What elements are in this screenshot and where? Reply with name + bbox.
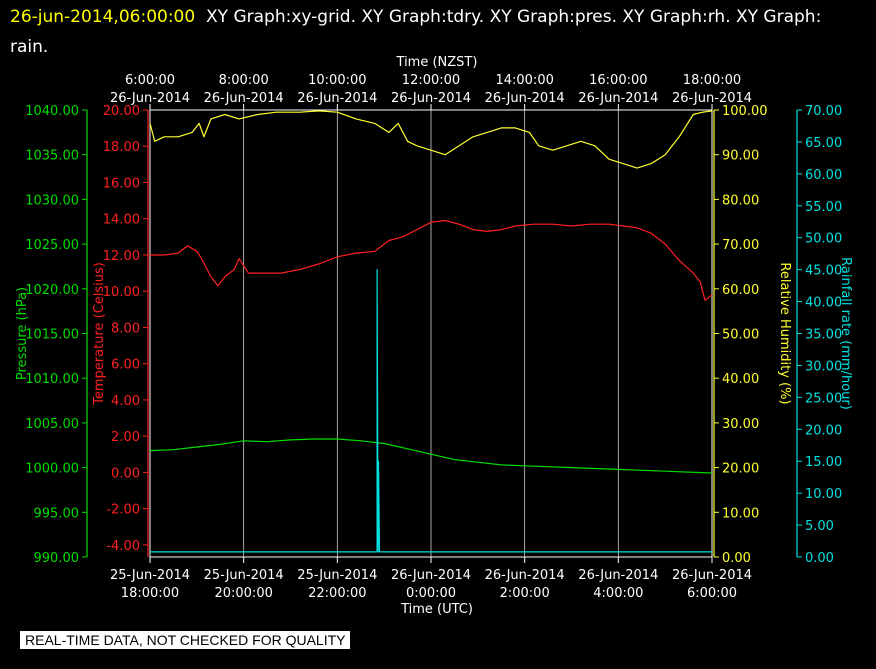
temperature-tick-label: -4.00 [106, 539, 140, 554]
rain-tick-label: 70.00 [805, 104, 842, 119]
rain-tick-label: 55.00 [805, 200, 842, 215]
bottom-axis-tick-time: 4:00:00 [593, 586, 643, 601]
top-axis-tick-date: 26-Jun-2014 [110, 91, 190, 106]
qc-notice: REAL-TIME DATA, NOT CHECKED FOR QUALITY [20, 631, 351, 649]
pressure-tick-label: 990.00 [34, 551, 80, 566]
pressure-tick-label: 1030.00 [25, 193, 79, 208]
top-axis-label: Time (NZST) [396, 55, 478, 70]
top-axis-tick-date: 26-Jun-2014 [391, 91, 471, 106]
top-axis-tick-time: 6:00:00 [125, 73, 175, 88]
series-line-rain [150, 269, 712, 553]
humidity-tick-label: 30.00 [722, 417, 759, 432]
humidity-tick-label: 50.00 [722, 328, 759, 343]
bottom-axis-tick-time: 2:00:00 [500, 586, 550, 601]
graph-header: 26-jun-2014,06:00:00 XY Graph:xy-grid. X… [10, 2, 860, 62]
rain-tick-label: 20.00 [805, 423, 842, 438]
humidity-tick-label: 0.00 [722, 551, 751, 566]
pressure-tick-label: 1040.00 [25, 104, 79, 119]
temperature-tick-label: 2.00 [111, 430, 140, 445]
bottom-axis-tick-time: 22:00:00 [308, 586, 366, 601]
humidity-axis-label: Relative Humidity (%) [777, 262, 792, 404]
top-axis-tick-date: 26-Jun-2014 [578, 91, 658, 106]
rain-axis-label: Rainfall rate (mm/hour) [838, 257, 853, 410]
temperature-tick-label: 6.00 [111, 358, 140, 373]
rain-tick-label: 50.00 [805, 232, 842, 247]
temperature-tick-label: -2.00 [106, 503, 140, 518]
bottom-axis-tick-time: 18:00:00 [121, 586, 179, 601]
temperature-axis-label: Temperature (Celsius) [92, 262, 107, 406]
top-axis-tick-date: 26-Jun-2014 [485, 91, 565, 106]
humidity-tick-label: 70.00 [722, 238, 759, 253]
series-line-rh [149, 110, 713, 169]
humidity-tick-label: 100.00 [722, 104, 768, 119]
rain-tick-label: 60.00 [805, 168, 842, 183]
temperature-tick-label: 0.00 [111, 466, 140, 481]
rain-tick-label: 5.00 [805, 519, 834, 534]
bottom-axis-tick-date: 25-Jun-2014 [110, 568, 190, 583]
humidity-tick-label: 40.00 [722, 372, 759, 387]
bottom-axis-tick-date: 26-Jun-2014 [485, 568, 565, 583]
top-axis-tick-date: 26-Jun-2014 [672, 91, 752, 106]
temperature-tick-label: 8.00 [111, 321, 140, 336]
pressure-tick-label: 995.00 [34, 506, 80, 521]
header-timestamp: 26-jun-2014,06:00:00 [10, 7, 196, 27]
top-axis-tick-time: 10:00:00 [308, 73, 366, 88]
pressure-tick-label: 1000.00 [25, 462, 79, 477]
bottom-axis-label: Time (UTC) [400, 602, 473, 617]
bottom-axis-tick-time: 0:00:00 [406, 586, 456, 601]
temperature-tick-label: 14.00 [103, 213, 140, 228]
top-axis-tick-time: 14:00:00 [495, 73, 553, 88]
top-axis-tick-time: 12:00:00 [402, 73, 460, 88]
humidity-tick-label: 10.00 [722, 506, 759, 521]
temperature-tick-label: 10.00 [103, 285, 140, 300]
bottom-axis-tick-date: 25-Jun-2014 [297, 568, 377, 583]
rain-tick-label: 35.00 [805, 328, 842, 343]
bottom-axis-tick-date: 26-Jun-2014 [672, 568, 752, 583]
rain-tick-label: 25.00 [805, 391, 842, 406]
rain-tick-label: 30.00 [805, 359, 842, 374]
rain-tick-label: 45.00 [805, 264, 842, 279]
humidity-tick-label: 60.00 [722, 283, 759, 298]
temperature-tick-label: 18.00 [103, 140, 140, 155]
pressure-tick-label: 1005.00 [25, 417, 79, 432]
top-axis-tick-time: 8:00:00 [219, 73, 269, 88]
series-line-pres [149, 438, 713, 474]
header-title: XY Graph:xy-grid. XY Graph:tdry. XY Grap… [10, 7, 822, 57]
humidity-tick-label: 20.00 [722, 462, 759, 477]
rain-tick-label: 10.00 [805, 487, 842, 502]
rain-tick-label: 0.00 [805, 551, 834, 566]
rain-tick-label: 15.00 [805, 455, 842, 470]
temperature-tick-label: 16.00 [103, 176, 140, 191]
temperature-tick-label: 4.00 [111, 394, 140, 409]
bottom-axis-tick-date: 26-Jun-2014 [391, 568, 471, 583]
pressure-tick-label: 1025.00 [25, 238, 79, 253]
bottom-axis-tick-time: 6:00:00 [687, 586, 737, 601]
humidity-tick-label: 80.00 [722, 193, 759, 208]
top-axis-tick-date: 26-Jun-2014 [204, 91, 284, 106]
rain-tick-label: 65.00 [805, 136, 842, 151]
humidity-tick-label: 90.00 [722, 149, 759, 164]
pressure-axis-label: Pressure (hPa) [15, 287, 30, 380]
temperature-tick-label: 20.00 [103, 104, 140, 119]
temperature-tick-label: 12.00 [103, 249, 140, 264]
rain-tick-label: 40.00 [805, 296, 842, 311]
series-line-tdry [150, 219, 713, 301]
bottom-axis-tick-date: 26-Jun-2014 [578, 568, 658, 583]
top-axis-tick-time: 16:00:00 [589, 73, 647, 88]
bottom-axis-tick-time: 20:00:00 [214, 586, 272, 601]
pressure-tick-label: 1015.00 [25, 328, 79, 343]
pressure-tick-label: 1010.00 [25, 372, 79, 387]
pressure-tick-label: 1020.00 [25, 283, 79, 298]
pressure-tick-label: 1035.00 [25, 149, 79, 164]
top-axis-tick-time: 18:00:00 [683, 73, 741, 88]
bottom-axis-tick-date: 25-Jun-2014 [204, 568, 284, 583]
top-axis-tick-date: 26-Jun-2014 [297, 91, 377, 106]
